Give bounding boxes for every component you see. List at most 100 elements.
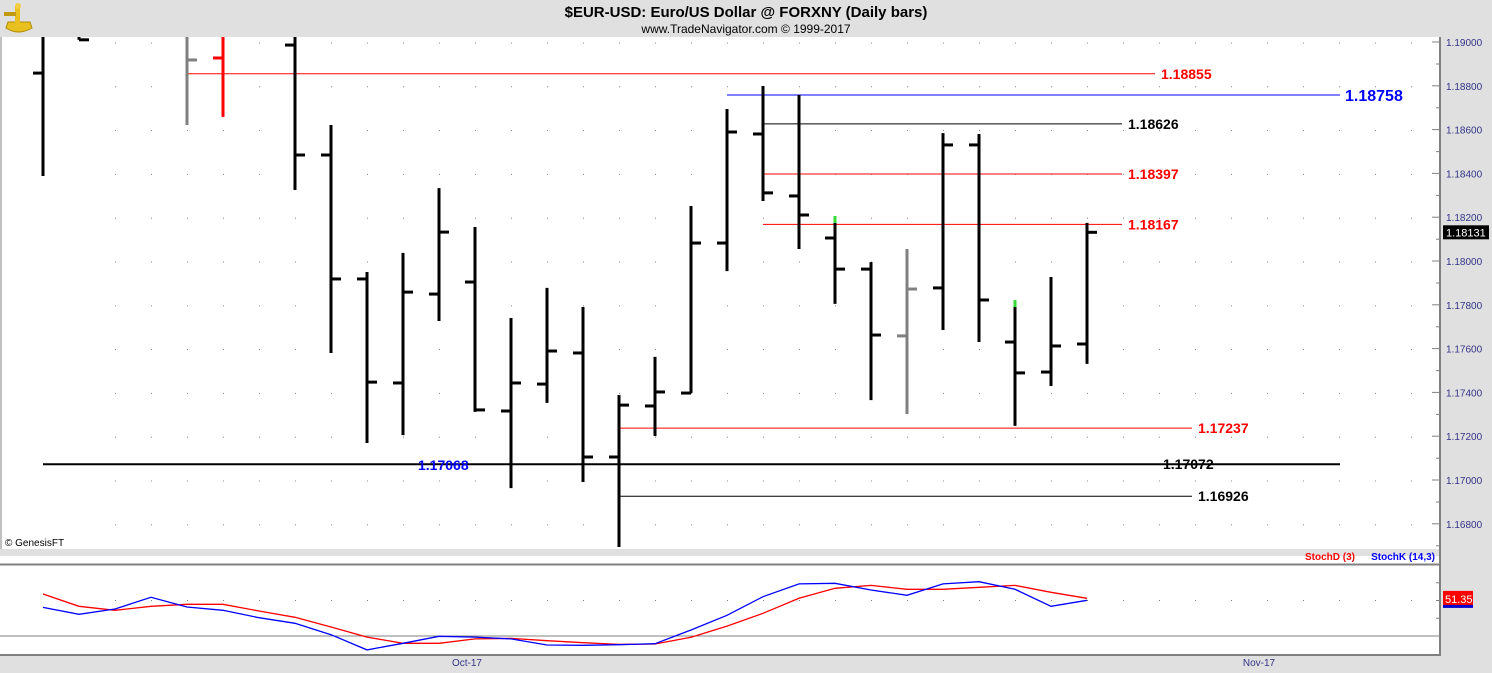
grid-dot	[259, 130, 260, 132]
grid-dot	[439, 86, 440, 88]
level-label: 1.18758	[1345, 88, 1403, 105]
grid-dot	[1051, 524, 1052, 526]
grid-dot	[691, 480, 692, 482]
grid-dot	[115, 261, 116, 263]
y-tick-label: 1.18400	[1446, 169, 1483, 180]
grid-dot	[1303, 524, 1304, 526]
grid-dot	[1231, 392, 1232, 394]
grid-dot	[367, 480, 368, 482]
grid-dot	[1339, 86, 1340, 88]
grid-dot	[655, 436, 656, 438]
grid-dot	[475, 173, 476, 175]
grid-dot	[763, 392, 764, 394]
grid-dot	[187, 261, 188, 263]
grid-dot	[1231, 173, 1232, 175]
grid-dot	[367, 86, 368, 88]
grid-dot	[187, 349, 188, 351]
level-label: 1.18626	[1128, 116, 1179, 132]
grid-dot	[727, 524, 728, 526]
grid-dot	[115, 436, 116, 438]
grid-dot	[1231, 349, 1232, 351]
grid-dot	[439, 524, 440, 526]
grid-dot	[619, 42, 620, 44]
grid-dot	[511, 524, 512, 526]
grid-dot	[439, 480, 440, 482]
grid-dot	[979, 130, 980, 132]
grid-dot	[511, 261, 512, 263]
grid-dot	[511, 217, 512, 219]
grid-dot	[1411, 600, 1412, 601]
grid-dot	[943, 480, 944, 482]
grid-dot	[655, 130, 656, 132]
grid-dot	[1339, 305, 1340, 307]
grid-dot	[619, 305, 620, 307]
grid-dot	[1303, 392, 1304, 394]
grid-dot	[763, 349, 764, 351]
grid-dot	[1195, 261, 1196, 263]
grid-dot	[259, 261, 260, 263]
grid-dot	[115, 600, 116, 601]
grid-dot	[439, 42, 440, 44]
grid-dot	[331, 86, 332, 88]
grid-dot	[259, 524, 260, 526]
grid-dot	[223, 524, 224, 526]
grid-dot	[1123, 600, 1124, 601]
grid-dot	[835, 436, 836, 438]
grid-dot	[115, 130, 116, 132]
level-label: 1.17072	[1163, 456, 1214, 472]
grid-dot	[1231, 436, 1232, 438]
grid-dot	[367, 173, 368, 175]
grid-dot	[295, 524, 296, 526]
grid-dot	[655, 173, 656, 175]
grid-dot	[259, 600, 260, 601]
grid-dot	[871, 217, 872, 219]
grid-dot	[979, 480, 980, 482]
grid-dot	[655, 261, 656, 263]
grid-dot	[403, 217, 404, 219]
credit-text: © GenesisFT	[5, 538, 64, 549]
grid-dot	[799, 600, 800, 601]
grid-dot	[1015, 130, 1016, 132]
grid-dot	[115, 524, 116, 526]
level-label-extra: 1.17068	[418, 457, 469, 473]
grid-dot	[187, 600, 188, 601]
grid-dot	[331, 524, 332, 526]
grid-dot	[295, 305, 296, 307]
grid-dot	[1051, 86, 1052, 88]
grid-dot	[1303, 600, 1304, 601]
grid-dot	[1159, 217, 1160, 219]
stochastic-panel: 51.35	[0, 563, 1473, 651]
grid-dot	[1087, 217, 1088, 219]
grid-dot	[1339, 217, 1340, 219]
grid-dot	[655, 217, 656, 219]
grid-dot	[799, 86, 800, 88]
grid-dot	[979, 42, 980, 44]
grid-dot	[799, 480, 800, 482]
grid-dot	[1123, 436, 1124, 438]
grid-dot	[1159, 130, 1160, 132]
grid-dot	[403, 173, 404, 175]
grid-dot	[943, 42, 944, 44]
grid-dot	[1303, 436, 1304, 438]
grid-dot	[259, 392, 260, 394]
grid-dot	[1123, 130, 1124, 132]
price-levels: 1.18855 1.18758 1.18626 1.18397 1.18167 1.172…	[43, 66, 1403, 504]
grid-dot	[619, 130, 620, 132]
grid-dot	[763, 42, 764, 44]
grid-dot	[619, 349, 620, 351]
chart-subtitle: www.TradeNavigator.com © 1999-2017	[640, 22, 850, 36]
grid-dot	[547, 524, 548, 526]
grid-dot	[727, 480, 728, 482]
y-tick-label: 1.18600	[1446, 126, 1483, 137]
grid-dot	[151, 436, 152, 438]
grid-dot	[151, 480, 152, 482]
grid-dot	[475, 600, 476, 601]
grid-dot	[187, 173, 188, 175]
grid-dot	[1375, 349, 1376, 351]
grid-dot	[727, 305, 728, 307]
grid-dot	[1267, 130, 1268, 132]
grid-dot	[1375, 173, 1376, 175]
stoch-value-label: 51.35	[1445, 594, 1473, 606]
grid-dot	[367, 42, 368, 44]
grid-dot	[547, 480, 548, 482]
